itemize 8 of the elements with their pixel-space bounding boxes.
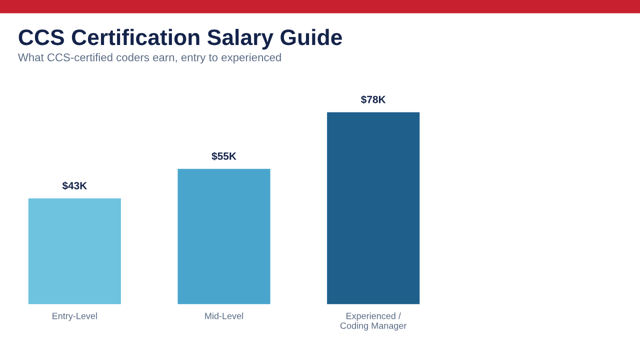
data-label: $78K [361,95,386,104]
x-tick-label: Mid-Level [205,312,243,320]
x-tick-label: Experienced / Coding Manager [340,312,407,331]
data-label: $43K [62,182,88,190]
chart-subtitle: What CCS-certified coders earn, entry to experienced [18,53,281,64]
data-label: $55K [212,152,236,160]
chart-title: CCS Certification Salary Guide [18,28,342,50]
x-tick-label: Entry-Level [52,312,97,321]
